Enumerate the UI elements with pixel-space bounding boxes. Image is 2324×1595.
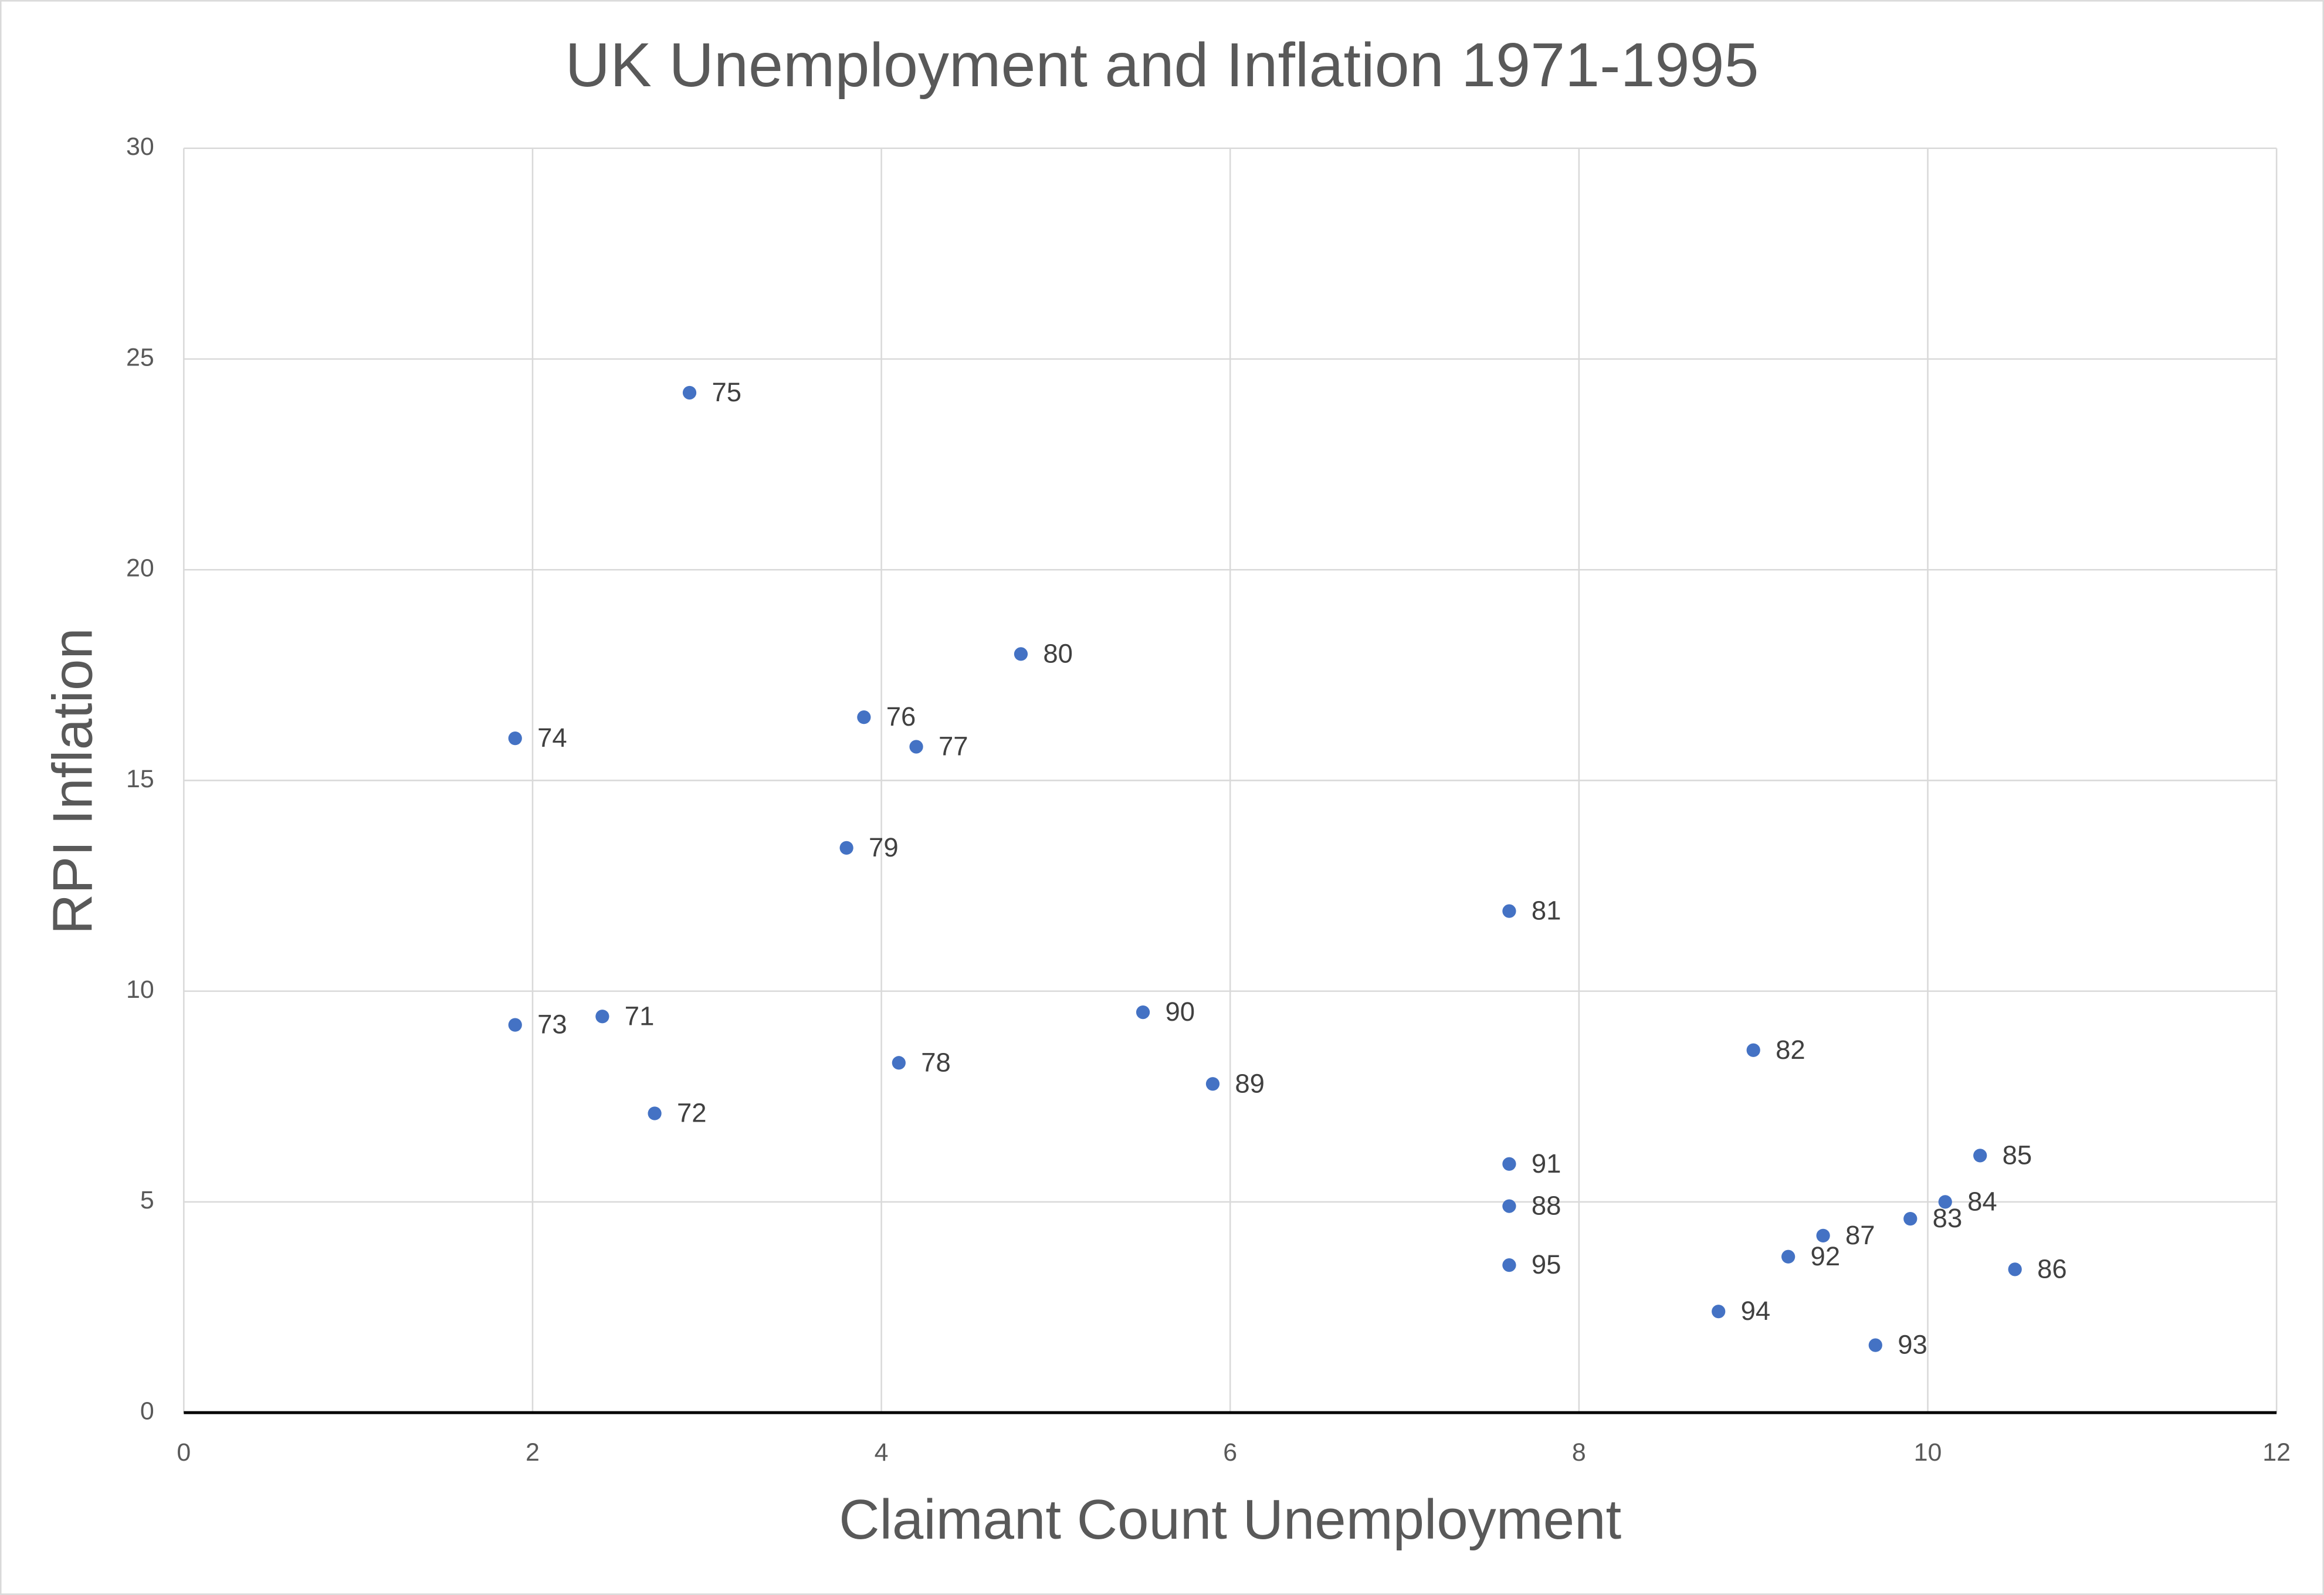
- x-tick-label: 6: [1223, 1438, 1237, 1467]
- data-label: 82: [1776, 1035, 1805, 1065]
- y-tick-label: 15: [126, 765, 154, 793]
- data-label: 88: [1532, 1191, 1561, 1221]
- data-label: 91: [1532, 1149, 1561, 1179]
- point: [1502, 904, 1516, 918]
- data-label: 75: [712, 377, 741, 407]
- point: [1781, 1249, 1795, 1264]
- point: [648, 1106, 662, 1120]
- data-label: 76: [886, 702, 916, 732]
- point: [1136, 1005, 1150, 1020]
- y-tick-label: 20: [126, 554, 154, 583]
- point: [1502, 1157, 1516, 1171]
- data-label: 86: [2037, 1254, 2067, 1284]
- point: [682, 385, 697, 400]
- point: [892, 1056, 906, 1070]
- x-tick-label: 0: [177, 1438, 191, 1467]
- chart-title: UK Unemployment and Inflation 1971-1995: [565, 31, 1759, 100]
- point: [1014, 647, 1028, 661]
- point: [508, 731, 522, 746]
- x-tick-label: 8: [1572, 1438, 1586, 1467]
- y-tick-label: 0: [140, 1397, 154, 1425]
- point: [1746, 1043, 1760, 1057]
- point: [1816, 1228, 1830, 1242]
- data-label: 74: [537, 723, 567, 753]
- point: [1502, 1199, 1516, 1213]
- point: [1973, 1149, 1987, 1163]
- y-tick-label: 10: [126, 976, 154, 1004]
- point: [508, 1018, 522, 1032]
- point: [1205, 1077, 1220, 1091]
- point: [595, 1010, 609, 1024]
- point: [839, 841, 853, 855]
- data-label: 72: [677, 1098, 707, 1128]
- y-axis-title: RPI Inflation: [42, 628, 104, 934]
- y-tick-label: 25: [126, 343, 154, 371]
- data-label: 78: [921, 1047, 951, 1077]
- x-axis-title: Claimant Count Unemployment: [839, 1488, 1621, 1551]
- point: [2008, 1262, 2022, 1276]
- data-label: 79: [869, 832, 899, 862]
- x-tick-label: 4: [875, 1438, 889, 1467]
- point: [1903, 1212, 1918, 1226]
- x-tick-label: 10: [1914, 1438, 1942, 1467]
- data-label: 71: [625, 1001, 655, 1031]
- point: [1938, 1195, 1952, 1209]
- y-tick-label: 5: [140, 1186, 154, 1214]
- point: [1502, 1258, 1516, 1272]
- x-tick-label: 2: [526, 1438, 540, 1467]
- data-label: 77: [939, 732, 968, 761]
- data-label: 84: [1967, 1186, 1997, 1216]
- point: [909, 740, 923, 754]
- point: [1712, 1305, 1726, 1319]
- x-tick-label: 12: [2262, 1438, 2291, 1467]
- data-label: 90: [1165, 997, 1195, 1027]
- data-label: 85: [2003, 1140, 2032, 1170]
- data-label: 89: [1235, 1068, 1265, 1098]
- data-label: 80: [1043, 638, 1073, 668]
- data-label: 81: [1532, 896, 1561, 926]
- point: [857, 710, 871, 724]
- data-label: 95: [1532, 1249, 1561, 1279]
- data-label: 73: [537, 1010, 567, 1039]
- y-tick-label: 30: [126, 133, 154, 161]
- point: [1868, 1338, 1882, 1352]
- data-label: 94: [1741, 1296, 1771, 1326]
- data-label: 93: [1898, 1330, 1927, 1360]
- data-label: 87: [1845, 1220, 1875, 1250]
- data-label: 92: [1811, 1241, 1841, 1271]
